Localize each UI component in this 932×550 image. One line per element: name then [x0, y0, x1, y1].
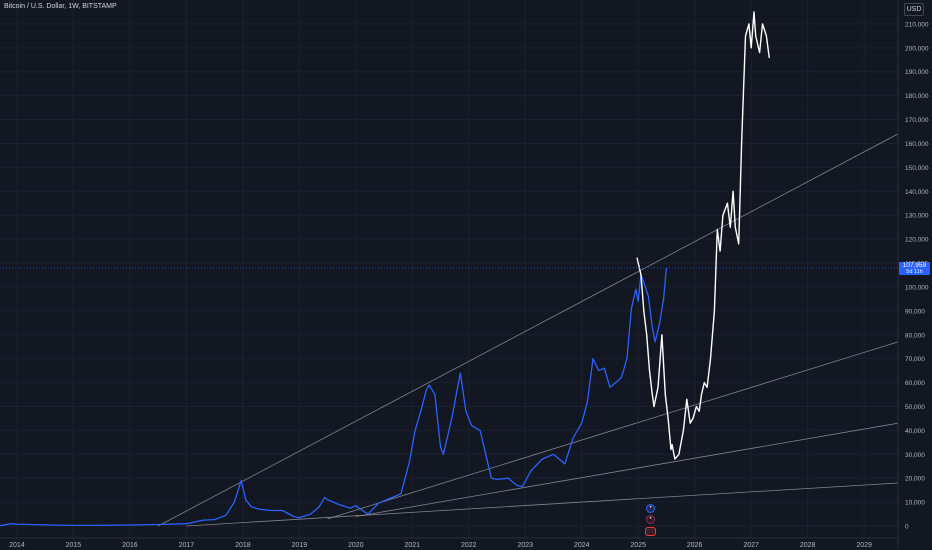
y-tick-label: 40,000: [905, 428, 925, 435]
y-tick-label: 210,000: [905, 21, 929, 28]
x-tick-label: 2029: [856, 542, 872, 549]
series-group: [0, 11, 898, 527]
x-tick-label: 2020: [348, 542, 364, 549]
y-tick-label: 70,000: [905, 356, 925, 363]
y-tick-label: 0: [905, 524, 909, 531]
x-tick-label: 2018: [235, 542, 251, 549]
x-tick-label: 2027: [743, 542, 759, 549]
x-tick-label: 2023: [517, 542, 533, 549]
us-flag-icon[interactable]: [645, 527, 656, 536]
y-tick-label: 180,000: [905, 93, 929, 100]
y-tick-label: 130,000: [905, 213, 929, 220]
trendline: [355, 422, 899, 517]
y-tick-label: 170,000: [905, 117, 929, 124]
y-axis: 0 10,000 20,000 30,000 40,000 50,000 60,000 70,…: [905, 21, 929, 530]
price-series-line: [0, 267, 668, 527]
x-tick-label: 2022: [461, 542, 477, 549]
x-tick-label: 2014: [9, 542, 25, 549]
y-tick-label: 20,000: [905, 476, 925, 483]
y-tick-label: 100,000: [905, 284, 929, 291]
trendline: [186, 482, 899, 527]
last-price-tag: 107,959 5d 11h: [899, 262, 930, 275]
y-tick-label: 30,000: [905, 452, 925, 459]
symbol-title[interactable]: Bitcoin / U.S. Dollar, 1W, BITSTAMP: [4, 3, 117, 10]
trendline: [157, 133, 899, 527]
bar-countdown: 5d 11h: [906, 269, 923, 275]
x-tick-label: 2025: [630, 542, 646, 549]
grid-lines: [0, 0, 898, 538]
event-marker-icon[interactable]: •: [646, 504, 655, 513]
x-tick-label: 2019: [292, 542, 308, 549]
trendline: [327, 341, 899, 520]
y-tick-label: 200,000: [905, 45, 929, 52]
x-tick-label: 2017: [179, 542, 195, 549]
trendlines: [157, 133, 899, 527]
event-marker-icon[interactable]: •: [646, 515, 655, 524]
y-tick-label: 150,000: [905, 165, 929, 172]
y-tick-label: 120,000: [905, 237, 929, 244]
y-tick-label: 160,000: [905, 141, 929, 148]
y-tick-label: 50,000: [905, 404, 925, 411]
x-tick-label: 2028: [800, 542, 816, 549]
y-tick-label: 60,000: [905, 380, 925, 387]
x-tick-label: 2015: [66, 542, 82, 549]
x-tick-label: 2024: [574, 542, 590, 549]
projection-drawing: [636, 11, 770, 460]
y-tick-label: 80,000: [905, 332, 925, 339]
last-price-value: 107,959: [902, 262, 927, 269]
y-tick-label: 90,000: [905, 308, 925, 315]
x-axis: 2014 2015 2016 2017 2018 2019 2020 2021 2022 2023…: [9, 542, 872, 549]
y-tick-label: 190,000: [905, 69, 929, 76]
y-tick-label: 10,000: [905, 500, 925, 507]
x-tick-label: 2021: [405, 542, 421, 549]
y-tick-label: 140,000: [905, 189, 929, 196]
x-tick-label: 2026: [687, 542, 703, 549]
x-tick-label: 2016: [122, 542, 138, 549]
currency-button[interactable]: USD: [904, 3, 924, 16]
